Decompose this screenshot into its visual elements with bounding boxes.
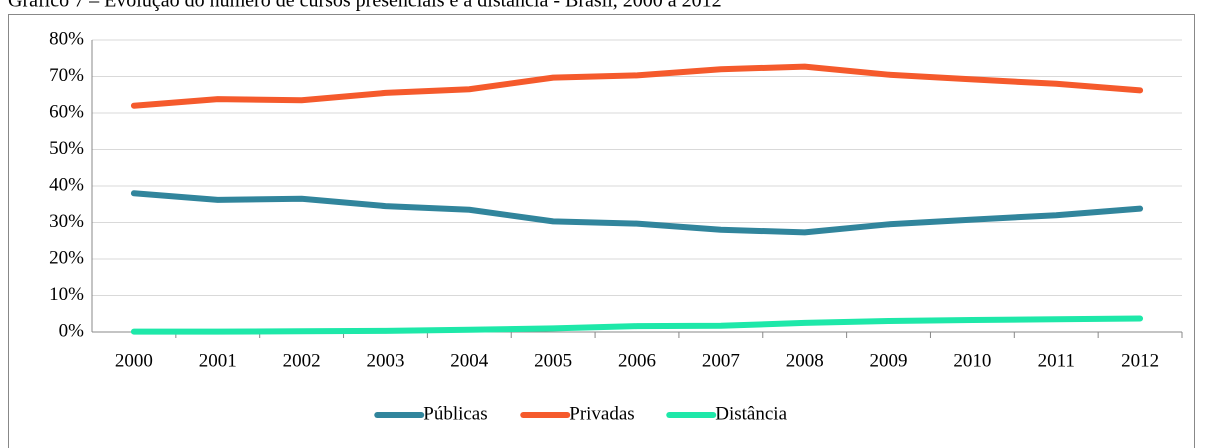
x-tick-label: 2005	[534, 350, 572, 371]
y-tick-label: 20%	[49, 247, 84, 268]
y-tick-label: 40%	[49, 174, 84, 195]
legend-label: Distância	[715, 403, 787, 424]
x-tick-label: 2003	[366, 350, 404, 371]
x-tick-label: 2006	[618, 350, 656, 371]
series-line	[130, 315, 1144, 335]
chart-frame	[8, 14, 1195, 448]
y-tick-label: 0%	[59, 320, 85, 341]
series-line	[130, 190, 1144, 236]
x-tick-label: 2012	[1121, 350, 1159, 371]
y-tick-label: 60%	[49, 101, 84, 122]
y-tick-label: 80%	[49, 28, 84, 49]
y-tick-label: 70%	[49, 65, 84, 86]
chart-title: Gráfico 7 – Evolução do número de cursos…	[8, 0, 722, 12]
x-tick-label: 2011	[1038, 350, 1075, 371]
y-tick-label: 10%	[49, 284, 84, 305]
y-tick-label: 50%	[49, 138, 84, 159]
x-tick-label: 2007	[702, 350, 740, 371]
x-tick-label: 2002	[283, 350, 321, 371]
legend-label: Privadas	[569, 403, 634, 424]
x-tick-label: 2008	[786, 350, 824, 371]
x-tick-label: 2004	[450, 350, 489, 371]
x-tick-label: 2009	[870, 350, 908, 371]
series-line	[130, 63, 1144, 109]
legend-label: Públicas	[423, 403, 487, 424]
y-tick-label: 30%	[49, 211, 84, 232]
x-tick-label: 2000	[115, 350, 153, 371]
x-tick-label: 2010	[953, 350, 991, 371]
x-tick-label: 2001	[199, 350, 237, 371]
